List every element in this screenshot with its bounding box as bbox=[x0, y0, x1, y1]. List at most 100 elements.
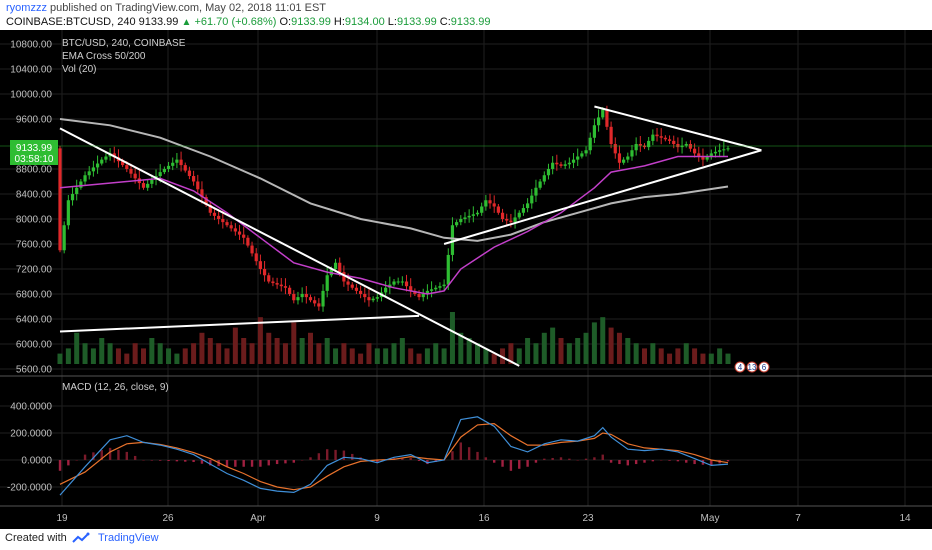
volume-bar bbox=[341, 343, 347, 364]
candle-body bbox=[722, 149, 726, 151]
candle-body bbox=[283, 286, 288, 288]
event-badge-label: 4 bbox=[738, 363, 743, 372]
volume-bar bbox=[625, 338, 631, 364]
candle-body bbox=[196, 181, 200, 190]
volume-bar bbox=[433, 343, 439, 364]
candle-body bbox=[634, 144, 638, 151]
candle-body bbox=[242, 234, 246, 238]
candle-body bbox=[100, 159, 104, 164]
histogram-bar bbox=[125, 451, 128, 460]
signal-line bbox=[59, 422, 729, 491]
high-label: H: bbox=[333, 16, 345, 28]
ohlc-line: COINBASE:BTCUSD, 240 9133.99 ▲ +61.70 (+… bbox=[6, 16, 491, 28]
candle-body bbox=[95, 163, 100, 168]
trendline bbox=[594, 105, 762, 152]
candle-body bbox=[446, 254, 450, 285]
histogram-bar bbox=[317, 453, 321, 460]
price-tick-label: 7200.00 bbox=[16, 265, 53, 276]
chart-background bbox=[0, 30, 932, 529]
volume-bar bbox=[399, 338, 405, 364]
volume-bar bbox=[483, 348, 489, 364]
candle-body bbox=[346, 281, 350, 285]
volume-bar bbox=[533, 343, 539, 364]
candle-body bbox=[288, 287, 292, 294]
candle-body bbox=[79, 181, 83, 188]
histogram-bar bbox=[601, 454, 604, 460]
candle-body bbox=[225, 222, 229, 226]
candle-body bbox=[463, 217, 467, 219]
volume-bar bbox=[575, 338, 581, 364]
candle-body bbox=[254, 253, 258, 262]
histogram-bar bbox=[92, 452, 95, 460]
candle-body bbox=[676, 144, 680, 148]
candle-body bbox=[125, 165, 129, 169]
candle-body bbox=[630, 150, 634, 157]
volume-bar bbox=[199, 332, 205, 364]
histogram-bar bbox=[67, 460, 70, 466]
candle-body bbox=[359, 290, 363, 294]
volume-bar bbox=[107, 343, 113, 364]
histogram-bar bbox=[334, 449, 337, 460]
candle-body bbox=[713, 151, 718, 154]
candle-body bbox=[513, 217, 517, 223]
histogram-bar bbox=[267, 460, 270, 466]
tradingview-link[interactable]: TradingView bbox=[98, 532, 159, 544]
candle-body bbox=[162, 169, 166, 173]
histogram-bar bbox=[426, 460, 429, 465]
low-value: 9133.99 bbox=[396, 16, 437, 28]
candle-body bbox=[267, 275, 271, 282]
volume-bar bbox=[182, 348, 188, 364]
histogram-bar bbox=[342, 450, 346, 460]
price-box-countdown: 03:58:10 bbox=[15, 154, 54, 165]
author-link[interactable]: ryomzzz bbox=[6, 2, 47, 14]
volume-bar bbox=[650, 343, 656, 364]
price-tick-label: 6400.00 bbox=[16, 315, 53, 326]
volume-bar bbox=[458, 332, 464, 364]
histogram-bar bbox=[192, 460, 195, 463]
volume-bar bbox=[616, 332, 622, 364]
volume-bar bbox=[166, 348, 172, 364]
histogram-bar bbox=[451, 451, 454, 460]
volume-bar bbox=[725, 353, 731, 364]
candle-body bbox=[129, 169, 133, 174]
histogram-bar bbox=[493, 460, 496, 463]
candle-body bbox=[663, 137, 667, 140]
histogram-bar bbox=[417, 460, 421, 462]
histogram-bar bbox=[668, 460, 671, 461]
candle-body bbox=[709, 153, 713, 157]
histogram-bar bbox=[618, 460, 621, 465]
legend-ema: EMA Cross 50/200 bbox=[62, 51, 146, 62]
volume-bar bbox=[65, 348, 71, 364]
candle-body bbox=[87, 171, 91, 176]
price-axis: 5600.00 6000.00 6400.00 6800.00 7200.00 7600.… bbox=[10, 40, 52, 376]
volume-bar bbox=[541, 332, 547, 364]
candle-body bbox=[672, 140, 676, 144]
price-chart[interactable]: 5600.00 6000.00 6400.00 6800.00 7200.00 7600.… bbox=[0, 30, 932, 529]
event-badges[interactable]: 4 13 6 bbox=[734, 361, 770, 373]
candle-body bbox=[488, 200, 492, 204]
volume-bar bbox=[274, 338, 280, 364]
volume-bar bbox=[216, 343, 222, 364]
candle-body bbox=[517, 212, 521, 218]
volume-bar bbox=[257, 317, 263, 364]
candle-body bbox=[175, 159, 179, 163]
candle-body bbox=[638, 144, 642, 146]
histogram-bar bbox=[292, 460, 295, 463]
trendline bbox=[59, 314, 420, 333]
candle-body bbox=[208, 204, 212, 213]
volume-bar bbox=[291, 322, 297, 364]
volume-bar bbox=[124, 353, 130, 364]
histogram-bar bbox=[693, 460, 696, 465]
candle-body bbox=[571, 159, 576, 163]
macd-legend: MACD (12, 26, close, 9) bbox=[62, 382, 169, 393]
price-tick-label: 10800.00 bbox=[10, 40, 52, 51]
candle-body bbox=[726, 148, 730, 150]
histogram-bar bbox=[234, 460, 237, 467]
volume-bar bbox=[525, 338, 531, 364]
candle-body bbox=[338, 262, 342, 273]
candle-body bbox=[613, 144, 617, 154]
candle-body bbox=[363, 294, 367, 298]
candle-body bbox=[300, 294, 304, 298]
last-price: 9133.99 bbox=[138, 16, 179, 28]
candle-body bbox=[317, 303, 321, 307]
